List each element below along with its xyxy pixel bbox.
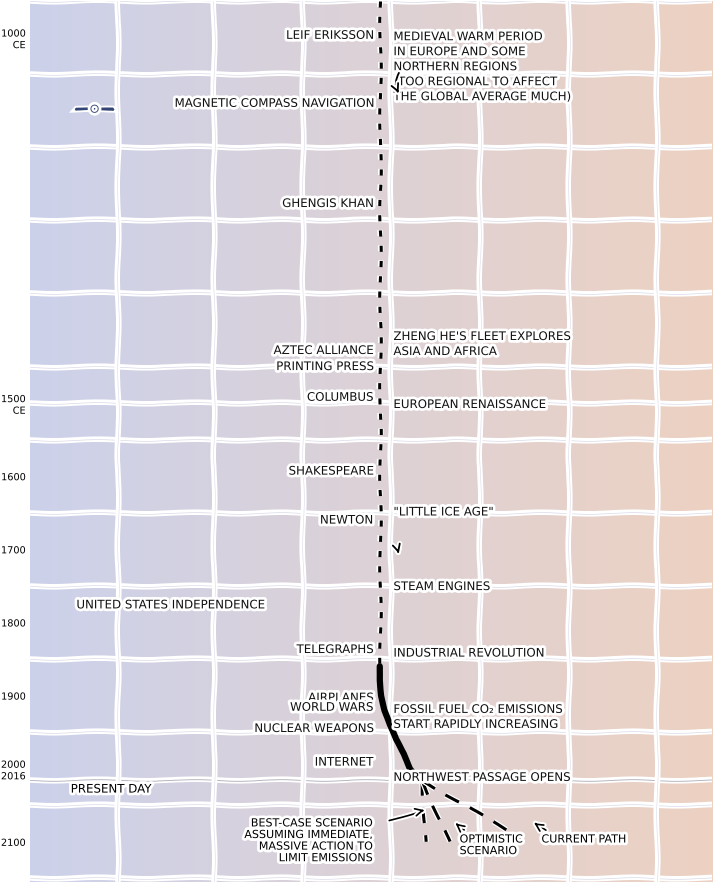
Text: INDUSTRIAL REVOLUTION: INDUSTRIAL REVOLUTION	[394, 646, 543, 660]
Text: LEIF ERIKSSON: LEIF ERIKSSON	[286, 29, 373, 42]
Text: NEWTON: NEWTON	[320, 514, 373, 526]
Text: TELEGRAPHS: TELEGRAPHS	[297, 643, 373, 656]
Text: PRESENT DAY: PRESENT DAY	[71, 782, 151, 796]
Text: BEST-CASE SCENARIO
ASSUMING IMMEDIATE,
MASSIVE ACTION TO
LIMIT EMISSIONS: BEST-CASE SCENARIO ASSUMING IMMEDIATE, M…	[245, 819, 373, 864]
Text: INTERNET: INTERNET	[314, 756, 373, 768]
Text: NORTHWEST PASSAGE OPENS: NORTHWEST PASSAGE OPENS	[394, 771, 569, 784]
Text: FOSSIL FUEL CO₂ EMISSIONS
START RAPIDLY INCREASING: FOSSIL FUEL CO₂ EMISSIONS START RAPIDLY …	[394, 703, 561, 731]
Text: ⊙: ⊙	[89, 102, 100, 116]
Text: "LITTLE ICE AGE": "LITTLE ICE AGE"	[394, 505, 493, 518]
Text: CURRENT PATH: CURRENT PATH	[541, 834, 626, 844]
Text: WORLD WARS: WORLD WARS	[290, 701, 373, 713]
Text: STEAM ENGINES: STEAM ENGINES	[394, 580, 489, 593]
Text: UNITED STATES INDEPENDENCE: UNITED STATES INDEPENDENCE	[76, 599, 264, 611]
Text: PRINTING PRESS: PRINTING PRESS	[276, 360, 373, 373]
Text: AZTEC ALLIANCE: AZTEC ALLIANCE	[274, 344, 373, 357]
Text: SHAKESPEARE: SHAKESPEARE	[289, 464, 373, 478]
Text: MEDIEVAL WARM PERIOD
IN EUROPE AND SOME
NORTHERN REGIONS
(TOO REGIONAL TO AFFECT: MEDIEVAL WARM PERIOD IN EUROPE AND SOME …	[394, 30, 570, 103]
Text: ZHENG HE'S FLEET EXPLORES
ASIA AND AFRICA: ZHENG HE'S FLEET EXPLORES ASIA AND AFRIC…	[394, 330, 569, 358]
Text: AIRPLANES: AIRPLANES	[308, 691, 373, 705]
Text: MAGNETIC COMPASS NAVIGATION: MAGNETIC COMPASS NAVIGATION	[175, 97, 373, 109]
Text: COLUMBUS: COLUMBUS	[307, 391, 373, 404]
Text: EUROPEAN RENAISSANCE: EUROPEAN RENAISSANCE	[394, 398, 545, 411]
Text: NUCLEAR WEAPONS: NUCLEAR WEAPONS	[255, 722, 373, 735]
Text: OPTIMISTIC
SCENARIO: OPTIMISTIC SCENARIO	[460, 834, 523, 857]
Text: GHENGIS KHAN: GHENGIS KHAN	[282, 197, 373, 210]
